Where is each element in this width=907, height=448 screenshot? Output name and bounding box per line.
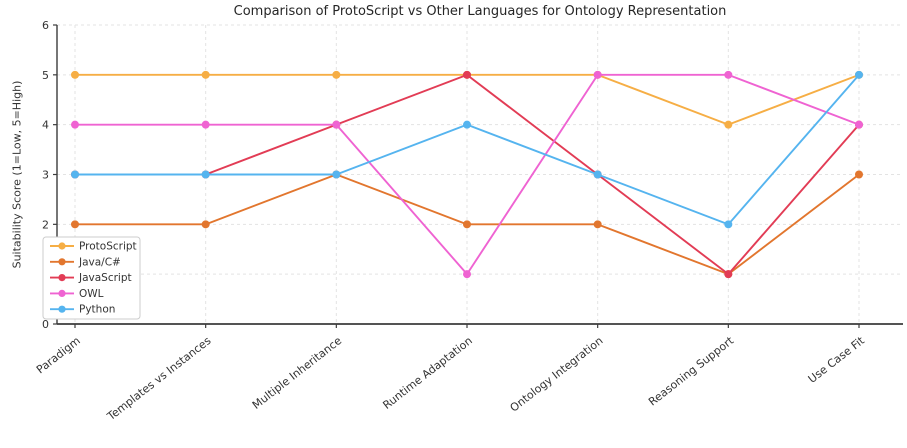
data-point [593, 170, 602, 179]
legend-marker [58, 274, 66, 282]
legend-label: Java/C# [78, 256, 121, 268]
data-point [71, 170, 79, 179]
data-point [724, 270, 733, 279]
legend-marker [58, 289, 66, 297]
data-point [201, 70, 210, 79]
data-point [463, 270, 471, 279]
x-tick-label: Use Case Fit [806, 334, 868, 386]
data-point [724, 120, 733, 129]
legend-box [42, 236, 141, 320]
y-tick-label: 5 [42, 69, 49, 82]
y-tick-label: 3 [42, 169, 49, 182]
chart-title: Comparison of ProtoScript vs Other Langu… [233, 4, 727, 19]
y-tick-label: 2 [42, 218, 49, 231]
data-point [463, 120, 471, 129]
legend-label: Python [79, 304, 115, 316]
y-axis-label: Suitability Score (1=Low, 5=High) [10, 80, 24, 269]
x-tick-label: Ontology Integration [508, 334, 606, 414]
x-tick-label: Reasoning Support [646, 334, 737, 409]
data-point [71, 120, 79, 129]
data-point [201, 120, 210, 129]
data-point [593, 220, 602, 229]
data-point [855, 120, 863, 129]
data-point [724, 220, 733, 229]
data-point [332, 120, 341, 129]
x-tick-label: Runtime Adaptation [380, 334, 474, 412]
legend-label: OWL [79, 288, 104, 300]
data-point [463, 70, 471, 79]
legend-marker [58, 242, 66, 250]
data-point [332, 70, 341, 79]
legend-label: JavaScript [78, 272, 132, 284]
x-tick-label: Templates vs Instances [104, 334, 214, 424]
y-tick-label: 6 [42, 19, 49, 32]
legend-label: ProtoScript [79, 241, 137, 253]
data-point [201, 170, 210, 179]
x-tick-label: Paradigm [34, 334, 83, 376]
legend-marker [58, 305, 66, 313]
y-tick-label: 0 [42, 318, 49, 331]
data-point [593, 70, 602, 79]
legend-marker [58, 258, 66, 266]
data-point [332, 170, 341, 179]
data-point [724, 70, 733, 79]
y-tick-label: 4 [42, 119, 49, 132]
data-point [855, 170, 863, 179]
data-point [201, 220, 210, 229]
data-point [71, 220, 79, 229]
x-tick-label: Multiple Inheritance [250, 334, 345, 412]
data-point [71, 70, 79, 79]
legend: ProtoScript Java/C# JavaScript OWL Python [42, 236, 141, 320]
data-point [855, 70, 863, 79]
data-point [463, 220, 471, 229]
